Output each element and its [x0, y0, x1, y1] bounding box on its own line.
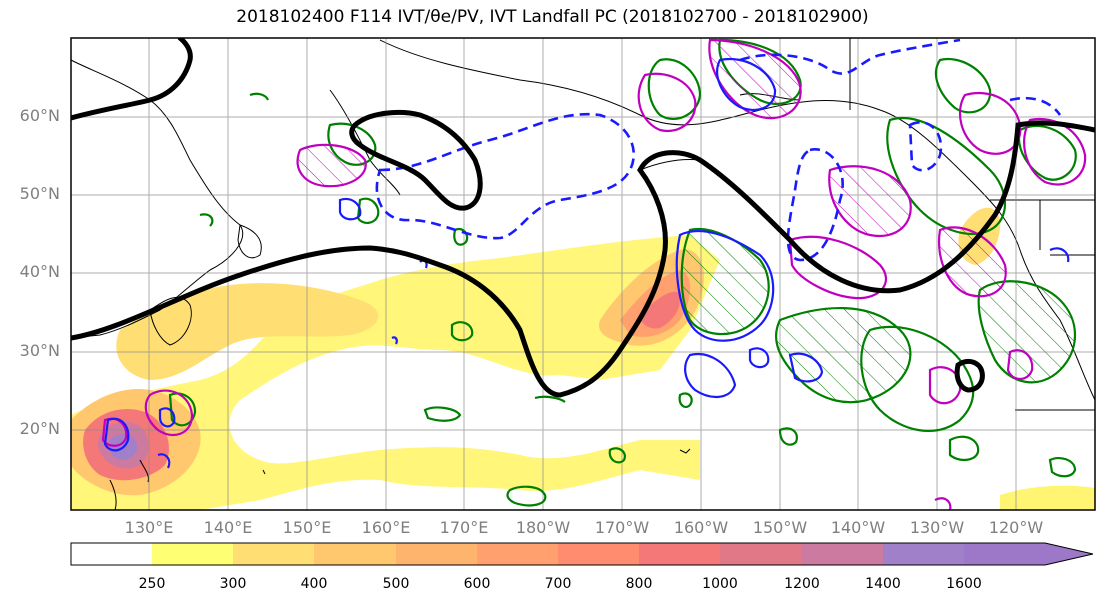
lon-label-140e: 140°E [203, 518, 253, 537]
geopotential-contours [71, 38, 1095, 398]
lon-label-180w: 180°W [515, 518, 571, 537]
lon-label-130e: 130°E [124, 518, 174, 537]
lon-label-120w: 120°W [988, 518, 1044, 537]
lat-label-60n: 60°N [19, 106, 60, 125]
lat-label-30n: 30°N [19, 341, 60, 360]
colorbar [70, 542, 1094, 566]
colorbar-label-700: 700 [544, 576, 572, 592]
colorbar-label-1000: 1000 [702, 576, 738, 592]
lon-label-170e: 170°E [439, 518, 489, 537]
lon-label-130w: 130°W [909, 518, 965, 537]
colorbar-label-600: 600 [463, 576, 491, 592]
lat-label-50n: 50°N [19, 184, 60, 203]
map-title: 2018102400 F114 IVT/θe/PV, IVT Landfall … [236, 7, 869, 27]
colorbar-label-800: 800 [625, 576, 653, 592]
colorbar-label-300: 300 [219, 576, 247, 592]
lon-label-150w: 150°W [752, 518, 808, 537]
map-frame [70, 37, 1096, 511]
pv-green-contours [168, 38, 1077, 507]
lon-label-140w: 140°W [830, 518, 886, 537]
lat-label-20n: 20°N [19, 419, 60, 438]
lon-label-150e: 150°E [282, 518, 332, 537]
colorbar-label-1400: 1400 [865, 576, 901, 592]
colorbar-label-1200: 1200 [784, 576, 820, 592]
ivt-shading [71, 207, 1095, 510]
colorbar-label-400: 400 [300, 576, 328, 592]
lon-label-170w: 170°W [594, 518, 650, 537]
lon-label-160e: 160°E [361, 518, 411, 537]
theta-e-dashed [375, 38, 1062, 262]
lon-label-160w: 160°W [673, 518, 729, 537]
colorbar-label-1600: 1600 [946, 576, 982, 592]
lat-label-40n: 40°N [19, 262, 60, 281]
colorbar-label-500: 500 [382, 576, 410, 592]
theta-e-contours [103, 57, 1070, 469]
colorbar-label-250: 250 [138, 576, 166, 592]
